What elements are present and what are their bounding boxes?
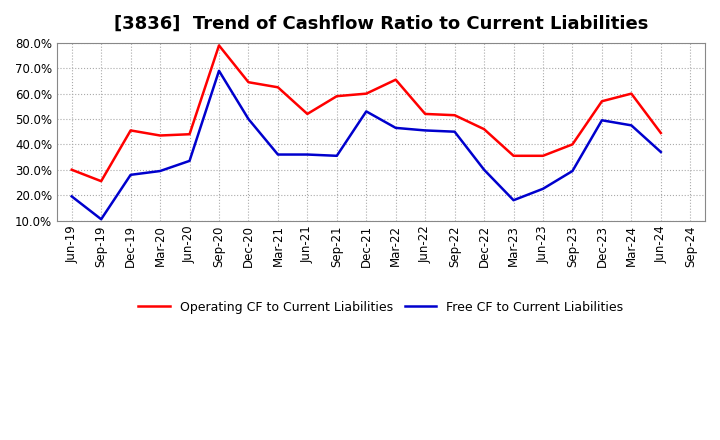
- Operating CF to Current Liabilities: [68, 167, 76, 172]
- Free CF to Current Liabilities: [303, 152, 312, 157]
- Operating CF to Current Liabilities: [333, 94, 341, 99]
- Operating CF to Current Liabilities: [480, 127, 488, 132]
- Free CF to Current Liabilities: [274, 152, 282, 157]
- Operating CF to Current Liabilities: [97, 179, 106, 184]
- Operating CF to Current Liabilities: [450, 113, 459, 118]
- Free CF to Current Liabilities: [362, 109, 371, 114]
- Free CF to Current Liabilities: [156, 169, 164, 174]
- Free CF to Current Liabilities: [598, 117, 606, 123]
- Operating CF to Current Liabilities: [392, 77, 400, 82]
- Title: [3836]  Trend of Cashflow Ratio to Current Liabilities: [3836] Trend of Cashflow Ratio to Curren…: [114, 15, 648, 33]
- Free CF to Current Liabilities: [244, 116, 253, 121]
- Operating CF to Current Liabilities: [598, 99, 606, 104]
- Operating CF to Current Liabilities: [126, 128, 135, 133]
- Legend: Operating CF to Current Liabilities, Free CF to Current Liabilities: Operating CF to Current Liabilities, Fre…: [132, 294, 630, 320]
- Operating CF to Current Liabilities: [156, 133, 164, 138]
- Free CF to Current Liabilities: [97, 216, 106, 222]
- Operating CF to Current Liabilities: [274, 84, 282, 90]
- Free CF to Current Liabilities: [509, 198, 518, 203]
- Operating CF to Current Liabilities: [244, 80, 253, 85]
- Free CF to Current Liabilities: [392, 125, 400, 131]
- Free CF to Current Liabilities: [480, 167, 488, 172]
- Free CF to Current Liabilities: [657, 149, 665, 154]
- Operating CF to Current Liabilities: [303, 111, 312, 117]
- Operating CF to Current Liabilities: [421, 111, 430, 117]
- Free CF to Current Liabilities: [215, 68, 223, 73]
- Operating CF to Current Liabilities: [657, 130, 665, 136]
- Line: Free CF to Current Liabilities: Free CF to Current Liabilities: [72, 71, 661, 219]
- Operating CF to Current Liabilities: [362, 91, 371, 96]
- Line: Operating CF to Current Liabilities: Operating CF to Current Liabilities: [72, 45, 661, 181]
- Free CF to Current Liabilities: [185, 158, 194, 164]
- Free CF to Current Liabilities: [421, 128, 430, 133]
- Operating CF to Current Liabilities: [539, 153, 547, 158]
- Operating CF to Current Liabilities: [568, 142, 577, 147]
- Operating CF to Current Liabilities: [185, 132, 194, 137]
- Free CF to Current Liabilities: [68, 194, 76, 199]
- Free CF to Current Liabilities: [126, 172, 135, 177]
- Free CF to Current Liabilities: [539, 186, 547, 191]
- Free CF to Current Liabilities: [333, 153, 341, 158]
- Operating CF to Current Liabilities: [627, 91, 636, 96]
- Free CF to Current Liabilities: [568, 169, 577, 174]
- Free CF to Current Liabilities: [450, 129, 459, 134]
- Operating CF to Current Liabilities: [509, 153, 518, 158]
- Operating CF to Current Liabilities: [215, 43, 223, 48]
- Free CF to Current Liabilities: [627, 123, 636, 128]
